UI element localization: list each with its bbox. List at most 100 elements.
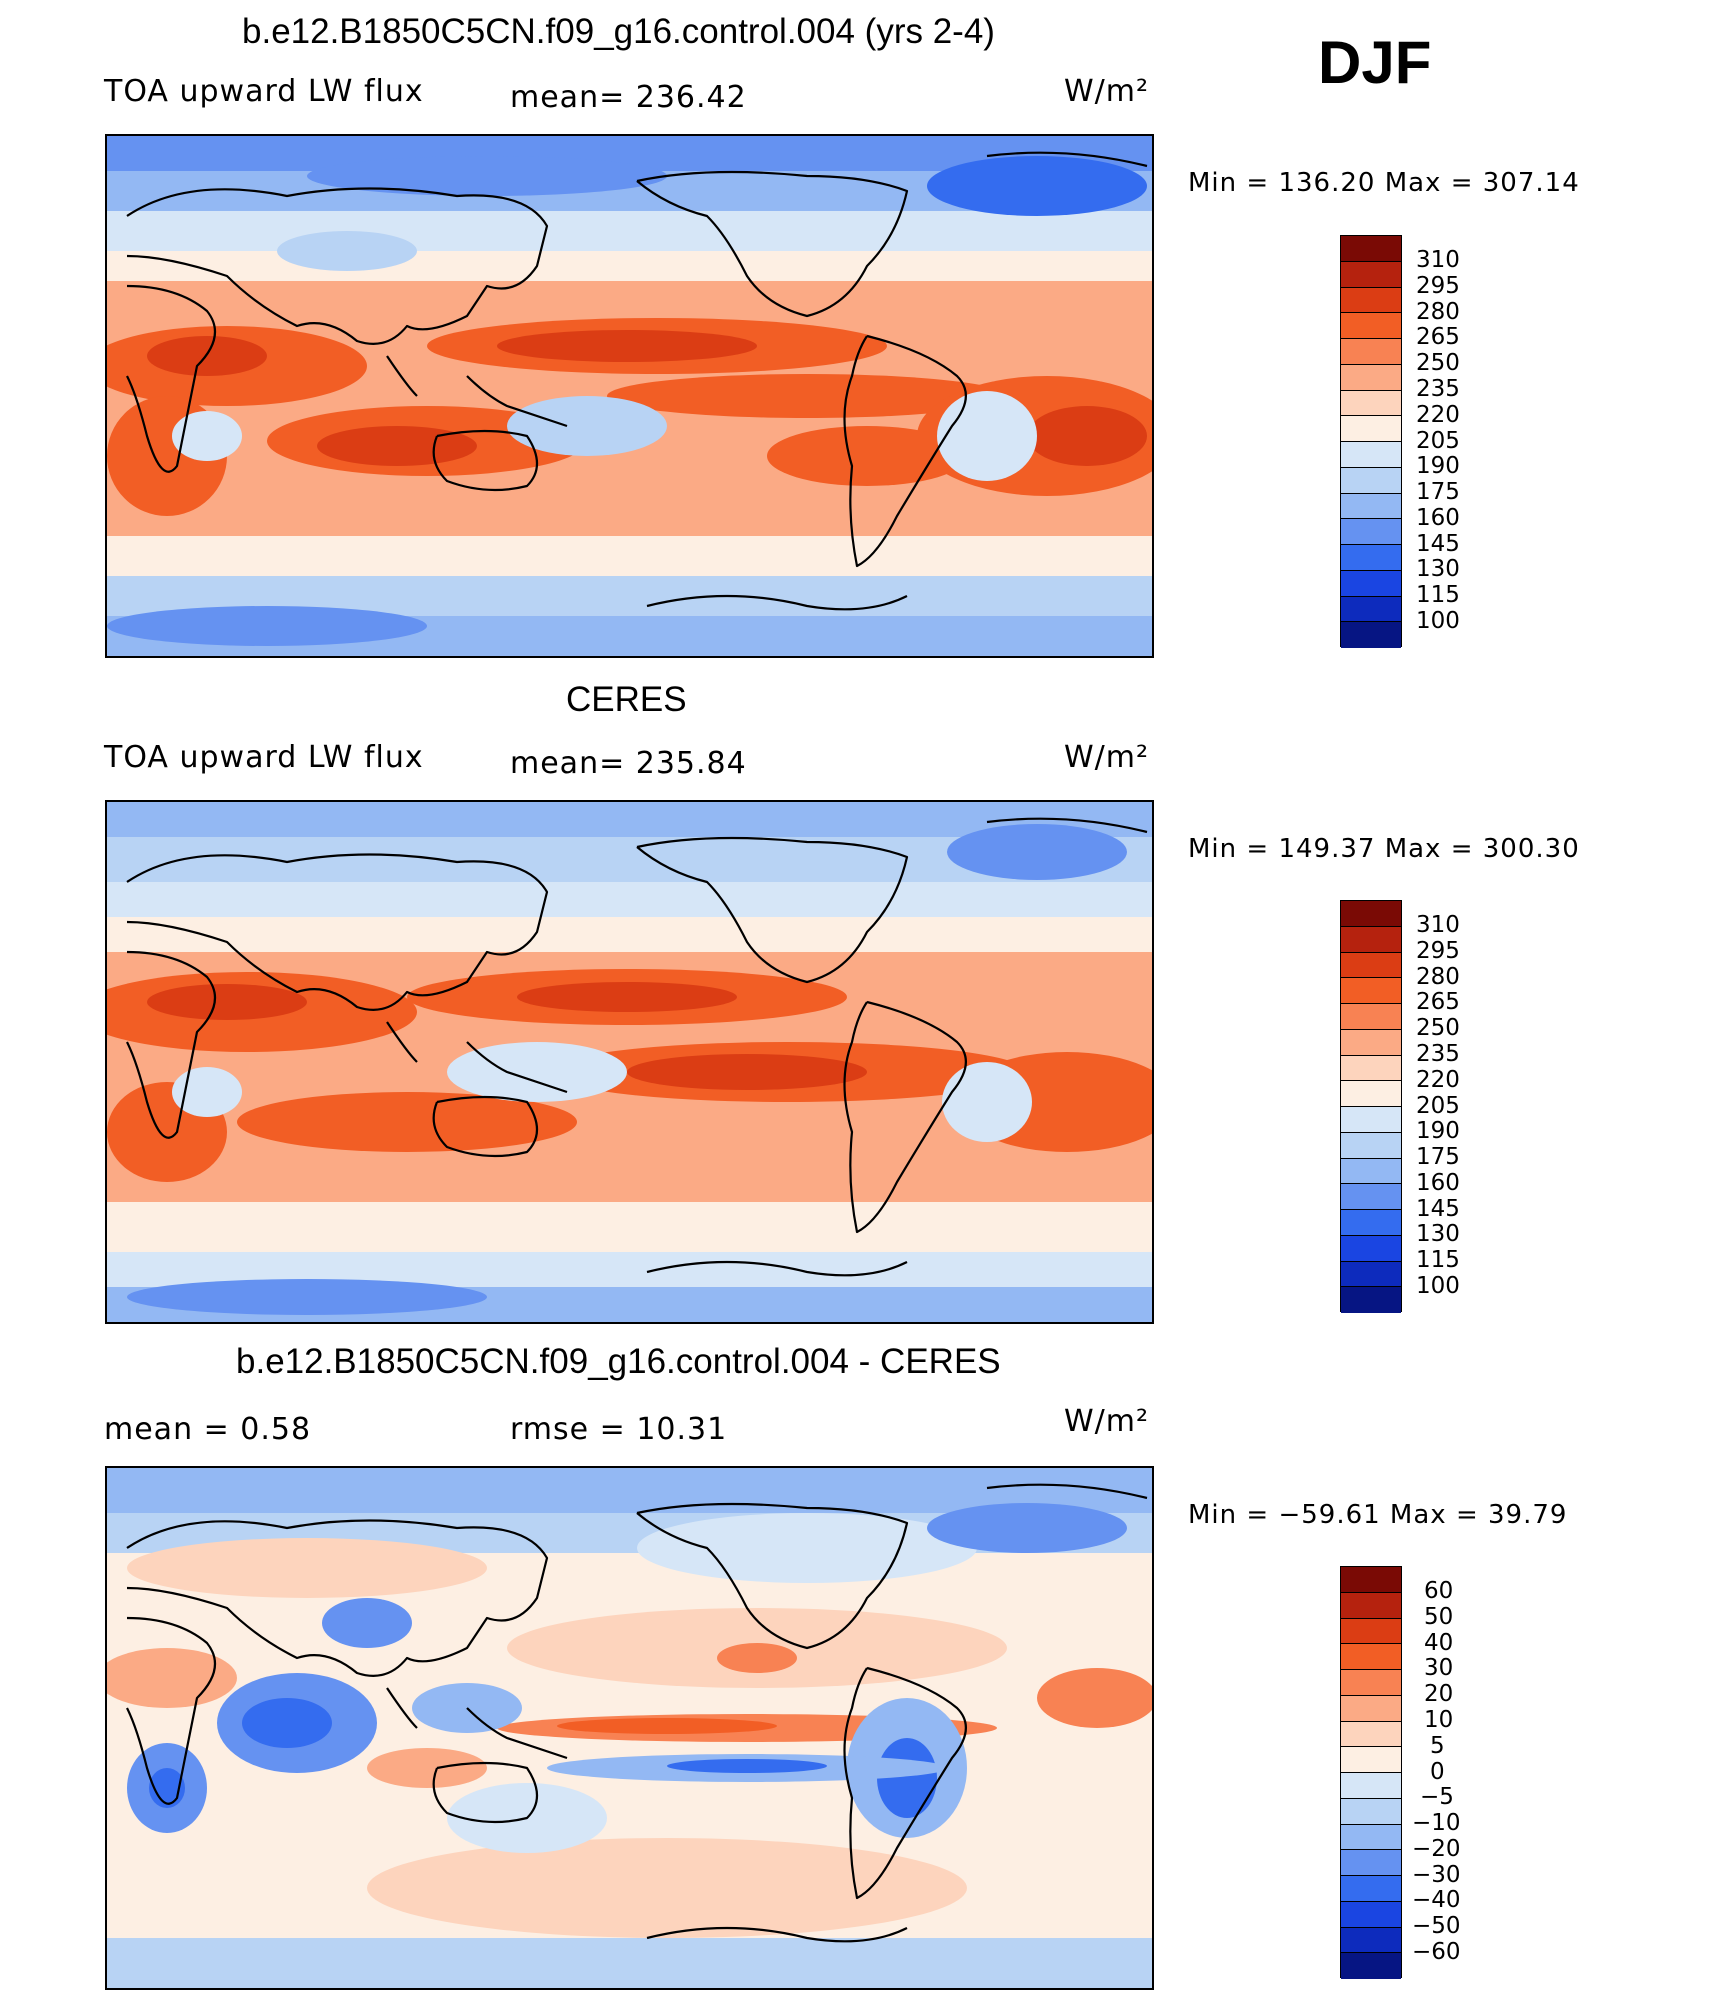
panel-3-map [105, 1466, 1154, 1990]
panel-3-colorbar-tick: 30 [1424, 1655, 1454, 1681]
panel-1-colorbar-tick: 205 [1416, 428, 1460, 454]
panel-3-colorbar-swatch [1341, 1695, 1401, 1722]
panel-3-colorbar-swatch [1341, 1798, 1401, 1825]
panel-3-colorbar-tick: 10 [1424, 1707, 1454, 1733]
panel-1-mean: mean= 236.42 [510, 80, 747, 115]
panel-2-colorbar-swatch [1341, 1107, 1401, 1133]
panel-2-colorbar-tick: 235 [1416, 1041, 1460, 1067]
panel-3-mean: mean = 0.58 [104, 1412, 312, 1447]
panel-2-colorbar-tick: 310 [1416, 912, 1460, 938]
panel-3-colorbar-tick: 50 [1424, 1604, 1454, 1630]
panel-2-colorbar-swatch [1341, 901, 1401, 927]
panel-1-colorbar-swatch [1341, 364, 1401, 391]
panel-1-colorbar-swatch [1341, 313, 1401, 339]
panel-3-colorbar-swatch [1341, 1618, 1401, 1645]
panel-2-colorbar-swatch [1341, 1081, 1401, 1107]
panel-1-colorbar-swatch [1341, 493, 1401, 520]
panel-1-colorbar-swatch [1341, 261, 1401, 288]
panel-1-colorbar-tick: 160 [1416, 505, 1460, 531]
panel-2-colorbar-swatch [1341, 926, 1401, 953]
panel-1-title: b.e12.B1850C5CN.f09_g16.control.004 (yrs… [242, 12, 995, 51]
panel-1-colorbar-tick: 100 [1416, 608, 1460, 634]
panel-3-colorbar-tick: −20 [1412, 1836, 1461, 1862]
panel-1-colorbar-tick: 190 [1416, 453, 1460, 479]
panel-2-colorbar-swatch [1341, 1029, 1401, 1056]
panel-3-colorbar-swatch [1341, 1670, 1401, 1696]
panel-1-colorbar [1340, 235, 1402, 648]
panel-3-colorbar-swatch [1341, 1747, 1401, 1773]
panel-3-colorbar [1340, 1566, 1402, 1979]
panel-3-colorbar-tick: 60 [1424, 1578, 1454, 1604]
panel-3-colorbar-swatch [1341, 1567, 1401, 1593]
panel-2-map [105, 800, 1154, 1324]
panel-1-colorbar-swatch [1341, 339, 1401, 365]
panel-1-colorbar-swatch [1341, 236, 1401, 262]
panel-3-colorbar-swatch [1341, 1850, 1401, 1876]
panel-2-units: W/m² [1064, 740, 1150, 775]
panel-1-colorbar-swatch [1341, 442, 1401, 468]
panel-1-minmax: Min = 136.20 Max = 307.14 [1188, 168, 1580, 198]
panel-2-colorbar-tick: 175 [1416, 1144, 1460, 1170]
panel-1-colorbar-swatch [1341, 570, 1401, 597]
panel-2-colorbar-tick: 160 [1416, 1170, 1460, 1196]
panel-2-colorbar-tick: 145 [1416, 1196, 1460, 1222]
panel-3-colorbar-swatch [1341, 1953, 1401, 1979]
panel-1-colorbar-swatch [1341, 390, 1401, 417]
panel-3-colorbar-swatch [1341, 1927, 1401, 1954]
panel-1-colorbar-tick: 280 [1416, 299, 1460, 325]
panel-3-colorbar-tick: −40 [1412, 1887, 1461, 1913]
panel-2-colorbar-tick: 190 [1416, 1118, 1460, 1144]
panel-2-colorbar-tick: 220 [1416, 1067, 1460, 1093]
panel-2-variable: TOA upward LW flux [104, 740, 424, 775]
panel-1-units: W/m² [1064, 74, 1150, 109]
panel-1-colorbar-tick: 250 [1416, 350, 1460, 376]
panel-1-colorbar-tick: 310 [1416, 247, 1460, 273]
panel-1-colorbar-swatch [1341, 622, 1401, 648]
panel-3-title: b.e12.B1850C5CN.f09_g16.control.004 - CE… [236, 1342, 1001, 1381]
panel-3-colorbar-swatch [1341, 1773, 1401, 1799]
panel-1-colorbar-tick: 130 [1416, 556, 1460, 582]
panel-1-colorbar-tick: 295 [1416, 273, 1460, 299]
panel-3-colorbar-tick: 0 [1430, 1759, 1445, 1785]
panel-2-colorbar-swatch [1341, 1055, 1401, 1082]
panel-3-colorbar-tick: −10 [1412, 1810, 1461, 1836]
panel-3-colorbar-tick: 20 [1424, 1681, 1454, 1707]
panel-3-colorbar-tick: −50 [1412, 1913, 1461, 1939]
panel-2-colorbar-swatch [1341, 1004, 1401, 1030]
panel-2-colorbar-tick: 115 [1416, 1247, 1460, 1273]
panel-3-colorbar-tick: 40 [1424, 1630, 1454, 1656]
panel-2-colorbar-swatch [1341, 1184, 1401, 1210]
panel-2-colorbar-tick: 100 [1416, 1273, 1460, 1299]
panel-2-mean: mean= 235.84 [510, 746, 747, 781]
panel-2-field [107, 802, 1152, 1322]
panel-3-colorbar-tick: −60 [1412, 1939, 1461, 1965]
panel-2-title: CERES [566, 680, 687, 719]
panel-2-colorbar-swatch [1341, 1210, 1401, 1236]
panel-1-colorbar-swatch [1341, 467, 1401, 494]
panel-2-colorbar-swatch [1341, 1132, 1401, 1159]
panel-1-map [105, 134, 1154, 658]
panel-3-colorbar-swatch [1341, 1876, 1401, 1902]
panel-2-colorbar-swatch [1341, 1158, 1401, 1185]
panel-1-field [107, 136, 1152, 656]
panel-3-colorbar-tick: −30 [1412, 1862, 1461, 1888]
panel-2-colorbar-tick: 265 [1416, 989, 1460, 1015]
panel-1-colorbar-swatch [1341, 287, 1401, 314]
panel-3-minmax: Min = −59.61 Max = 39.79 [1188, 1500, 1568, 1530]
panel-3-field [107, 1468, 1152, 1988]
panel-3-colorbar-swatch [1341, 1592, 1401, 1619]
panel-2-colorbar-swatch [1341, 1235, 1401, 1262]
panel-2-colorbar-swatch [1341, 978, 1401, 1004]
panel-1-colorbar-tick: 235 [1416, 376, 1460, 402]
panel-3-colorbar-swatch [1341, 1721, 1401, 1748]
panel-3-colorbar-swatch [1341, 1824, 1401, 1851]
panel-2-colorbar-swatch [1341, 1261, 1401, 1288]
panel-3-colorbar-tick: −5 [1420, 1784, 1454, 1810]
panel-2-colorbar-tick: 295 [1416, 938, 1460, 964]
panel-3-units: W/m² [1064, 1404, 1150, 1439]
panel-1-variable: TOA upward LW flux [104, 74, 424, 109]
season-label: DJF [1318, 29, 1432, 96]
panel-2-colorbar [1340, 900, 1402, 1313]
panel-1-colorbar-tick: 265 [1416, 324, 1460, 350]
panel-2-colorbar-tick: 250 [1416, 1015, 1460, 1041]
